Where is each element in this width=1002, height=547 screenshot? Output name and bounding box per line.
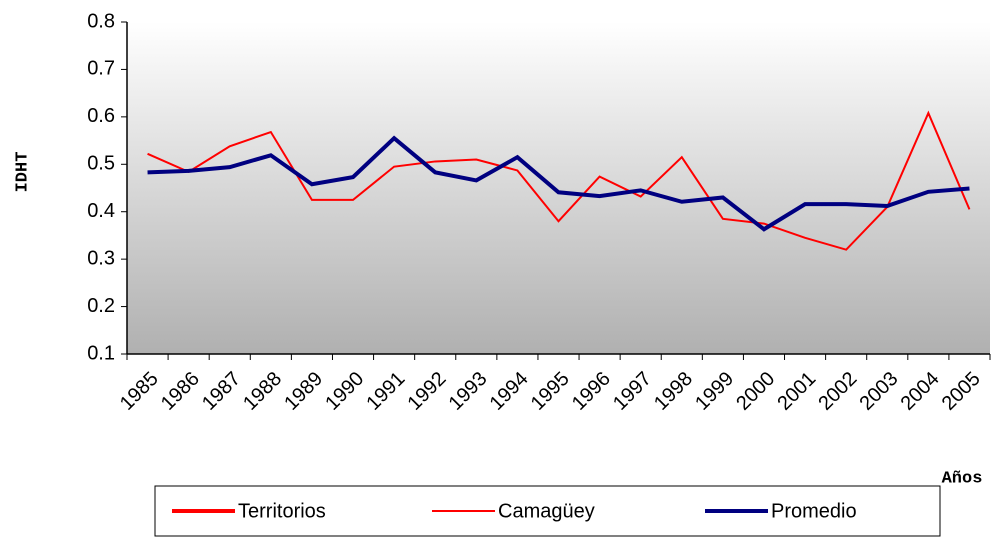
y-tick-label: 0.7: [87, 58, 115, 80]
x-tick-label: 1992: [403, 368, 450, 415]
x-tick-label: 1986: [157, 368, 204, 415]
x-tick-label: 1987: [198, 368, 245, 415]
y-tick-label: 0.6: [87, 105, 115, 127]
x-tick-label: 1998: [650, 368, 697, 415]
x-tick-label: 1995: [527, 368, 574, 415]
x-tick-label: 1985: [116, 368, 163, 415]
y-tick-label: 0.5: [87, 153, 115, 175]
x-tick-label: 1994: [486, 368, 533, 415]
x-tick-label: 2003: [856, 368, 903, 415]
x-tick-label: 1989: [280, 368, 327, 415]
legend: [154, 485, 941, 537]
x-tick-label: 1997: [609, 368, 656, 415]
x-tick-label: 2000: [732, 368, 779, 415]
legend-label: Territorios: [238, 500, 326, 522]
y-tick-label: 0.3: [87, 247, 115, 269]
y-tick-label: 0.2: [87, 295, 115, 317]
x-tick-label: 2002: [814, 368, 861, 415]
x-tick-label: 1990: [321, 368, 368, 415]
y-tick-label: 0.1: [87, 342, 115, 364]
plot-area: [127, 22, 990, 354]
legend-label: Camagüey: [498, 500, 595, 522]
x-tick-label: 1991: [362, 368, 409, 415]
series-line: [147, 110, 971, 251]
y-tick-label: 0.4: [87, 200, 115, 222]
x-tick-label: 2004: [897, 368, 944, 415]
x-tick-label: 1996: [568, 368, 615, 415]
legend-label: Promedio: [771, 500, 857, 522]
x-tick-label: 1993: [445, 368, 492, 415]
x-tick-label: 2001: [773, 368, 820, 415]
series-line: [147, 135, 970, 232]
y-tick-label: 0.8: [87, 10, 115, 32]
x-tick-label: 1999: [691, 368, 738, 415]
x-tick-label: 1988: [239, 368, 286, 415]
x-axis-label: Años: [942, 469, 983, 488]
y-axis-label: IDHT: [13, 152, 32, 193]
x-tick-label: 2005: [938, 368, 985, 415]
